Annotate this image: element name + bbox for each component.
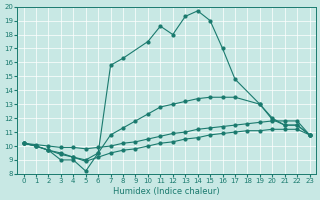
X-axis label: Humidex (Indice chaleur): Humidex (Indice chaleur) (113, 187, 220, 196)
